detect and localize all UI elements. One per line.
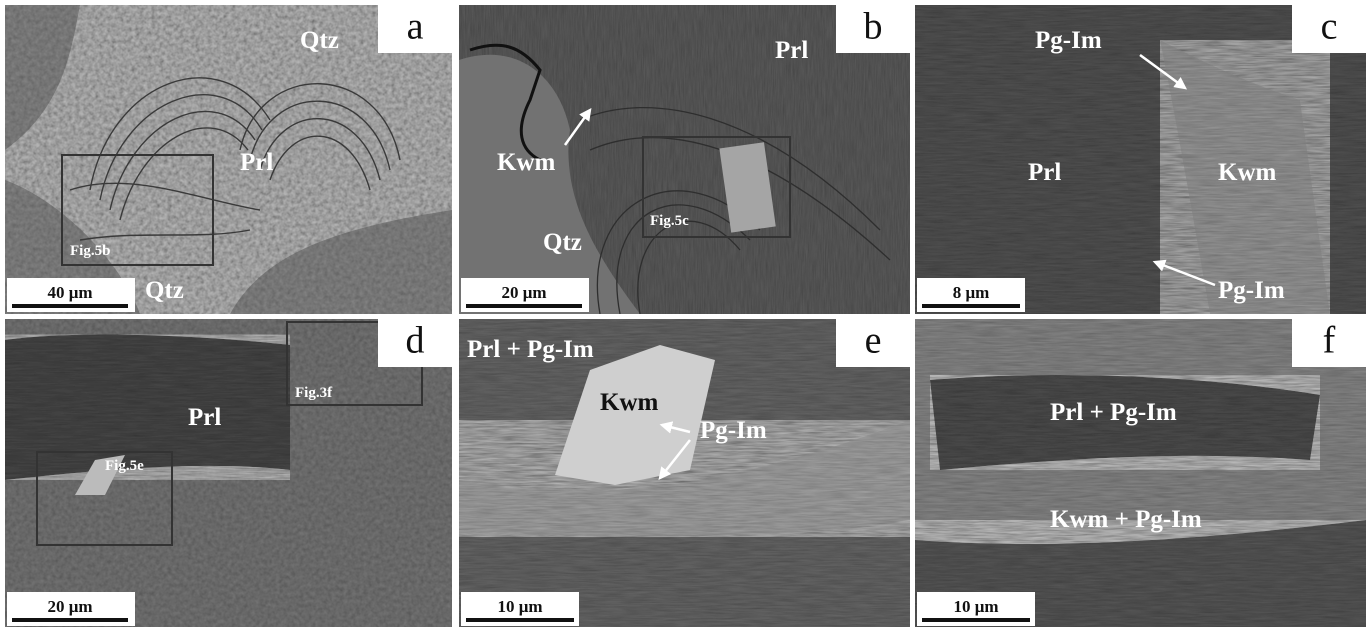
mineral-label: Prl xyxy=(240,149,273,176)
mineral-label: Prl xyxy=(775,37,808,64)
panel-d: Fig.3f Fig.5e Prl d 20 μm xyxy=(5,319,452,627)
scale-label: 20 μm xyxy=(47,597,92,616)
mineral-label: Qtz xyxy=(300,27,339,54)
prl-area xyxy=(5,335,290,480)
mineral-label: Prl + Pg-Im xyxy=(467,336,594,363)
figure-box-label: Fig.5e xyxy=(105,458,144,474)
panel-letter: e xyxy=(865,320,882,362)
mineral-label: Prl xyxy=(1028,159,1061,186)
panel-a: Fig.5b Qtz Prl Qtz a 40 μm xyxy=(5,5,452,314)
mineral-label: Qtz xyxy=(145,277,184,304)
panel-f: Prl + Pg-Im Kwm + Pg-Im f 10 μm xyxy=(915,319,1366,627)
mineral-label: Kwm xyxy=(600,389,659,416)
figure-box-label: Fig.5c xyxy=(650,213,689,229)
scale-label: 8 μm xyxy=(953,283,990,302)
mineral-label: Pg-Im xyxy=(700,417,767,444)
figure-box-label: Fig.5b xyxy=(70,243,110,259)
mineral-label: Pg-Im xyxy=(1035,27,1102,54)
scale-label: 40 μm xyxy=(47,283,92,302)
figure: Fig.5b Qtz Prl Qtz a 40 μm Fig.5c Prl Kw… xyxy=(0,0,1371,630)
panel-letter: b xyxy=(864,6,883,48)
mineral-label: Kwm xyxy=(1218,159,1277,186)
scale-label: 10 μm xyxy=(497,597,542,616)
panel-letter: a xyxy=(407,6,424,48)
panel-letter: d xyxy=(406,320,425,362)
figure-box-label: Fig.3f xyxy=(295,385,333,401)
panel-c: Pg-Im Prl Kwm Pg-Im c 8 μm xyxy=(915,5,1366,314)
panel-e: Prl + Pg-Im Kwm Pg-Im e 10 μm xyxy=(459,319,910,627)
mineral-label: Pg-Im xyxy=(1218,277,1285,304)
scale-label: 10 μm xyxy=(953,597,998,616)
mineral-label: Prl xyxy=(188,404,221,431)
mineral-label: Qtz xyxy=(543,229,582,256)
mineral-label: Kwm xyxy=(497,149,556,176)
scale-label: 20 μm xyxy=(501,283,546,302)
mineral-label: Kwm + Pg-Im xyxy=(1050,506,1202,533)
panel-b: Fig.5c Prl Kwm Qtz b 20 μm xyxy=(459,5,910,314)
panel-letter: c xyxy=(1321,6,1338,48)
page: {"panels": [ {"letter": "a", "labels": [… xyxy=(0,0,1371,630)
mineral-label: Prl + Pg-Im xyxy=(1050,399,1177,426)
panel-letter: f xyxy=(1323,320,1336,362)
